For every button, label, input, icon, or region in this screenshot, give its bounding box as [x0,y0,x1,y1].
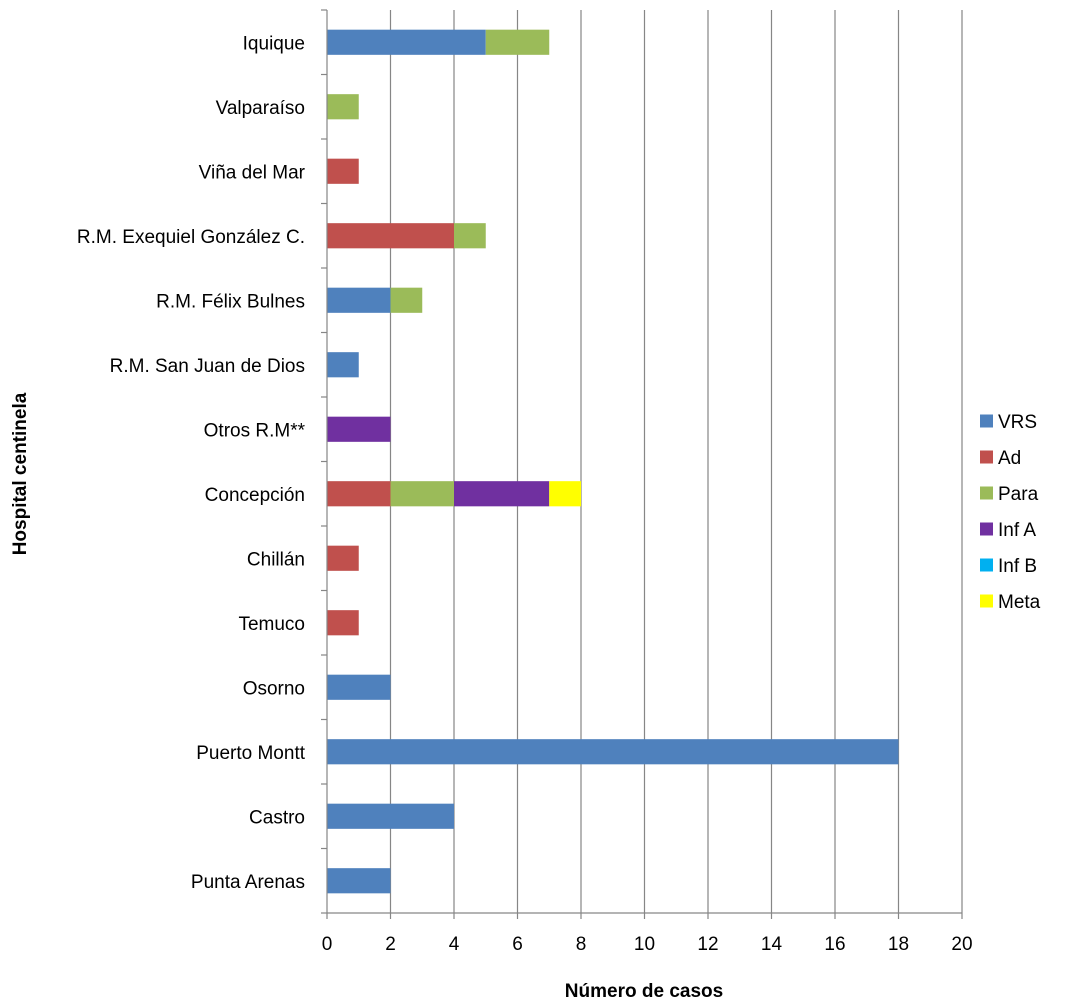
x-tick-label-20: 20 [951,934,972,955]
bar-inf-a-7 [454,481,550,507]
bar-ad-8 [327,545,359,571]
bars [327,29,899,894]
legend-label-para: Para [998,484,1039,505]
category-label-0: Iquique [243,33,305,54]
category-label-2: Viña del Mar [199,162,306,183]
bar-meta-7 [549,481,581,507]
legend-swatch-vrs [980,414,993,428]
legend-label-vrs: VRS [998,412,1037,433]
legend-swatch-inf-a [980,522,993,536]
bar-inf-a-6 [327,416,391,442]
bar-ad-7 [327,481,391,507]
category-label-13: Punta Arenas [191,872,305,893]
x-tick-label-6: 6 [512,934,523,955]
category-label-6: Otros R.M** [204,420,306,441]
category-label-9: Temuco [238,614,305,635]
bar-para-1 [327,94,359,120]
legend-swatch-inf-b [980,558,993,572]
bar-ad-3 [327,223,454,249]
category-label-10: Osorno [243,678,305,699]
category-label-3: R.M. Exequiel González C. [77,227,305,248]
bar-vrs-11 [327,739,899,765]
bar-vrs-5 [327,352,359,378]
legend-swatch-meta [980,594,993,608]
bar-ad-9 [327,610,359,636]
bar-vrs-13 [327,868,391,894]
x-tick-label-8: 8 [576,934,587,955]
category-label-4: R.M. Félix Bulnes [156,291,305,312]
x-tick-label-12: 12 [697,934,718,955]
y-axis-title: Hospital centinela [10,392,31,555]
legend: VRS Ad Para Inf A Inf B Meta [980,412,1041,613]
legend-swatch-ad [980,450,993,464]
x-tick-label-18: 18 [888,934,909,955]
legend-swatch-para [980,486,993,500]
x-tick-label-14: 14 [761,934,783,955]
legend-label-inf-a: Inf A [998,520,1036,541]
x-axis-title: Número de casos [565,981,723,1002]
bar-para-4 [390,287,423,313]
x-tick-label-4: 4 [449,934,460,955]
bar-para-7 [390,481,454,507]
x-tick-label-10: 10 [634,934,655,955]
bar-vrs-10 [327,674,391,700]
x-tick-label-16: 16 [824,934,845,955]
bar-vrs-12 [327,803,454,829]
category-label-12: Castro [249,807,305,828]
category-label-1: Valparaíso [216,98,305,119]
legend-label-ad: Ad [998,448,1021,469]
bar-para-0 [485,29,550,55]
axes: 0 2 4 6 8 10 12 14 16 18 20 Iquique Valparaíso Viña d… [77,9,973,955]
bar-ad-2 [327,158,359,184]
bar-vrs-0 [327,29,486,55]
bar-para-3 [454,223,486,249]
category-label-7: Concepción [205,485,305,506]
x-tick-label-0: 0 [322,934,333,955]
x-tick-label-2: 2 [385,934,396,955]
category-label-8: Chillán [247,549,305,570]
legend-label-inf-b: Inf B [998,556,1037,577]
category-label-5: R.M. San Juan de Dios [110,356,305,377]
category-label-11: Puerto Montt [196,743,305,764]
legend-label-meta: Meta [998,592,1041,613]
bar-vrs-4 [327,287,391,313]
gridlines [389,10,963,913]
